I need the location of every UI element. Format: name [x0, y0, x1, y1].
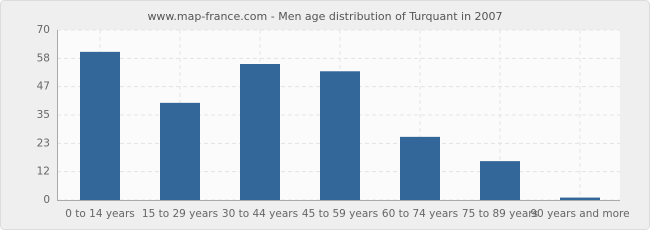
- y-tick-label: 58: [37, 52, 50, 64]
- chart: www.map-france.com - Men age distributio…: [0, 0, 650, 230]
- y-tick-label: 0: [43, 194, 50, 206]
- bar: [80, 51, 120, 200]
- y-tick-label: 35: [37, 109, 50, 121]
- x-tick-label: 90 years and more: [530, 208, 629, 220]
- x-tick-label: 60 to 74 years: [382, 208, 458, 220]
- x-tick-label: 30 to 44 years: [222, 208, 298, 220]
- bar: [320, 71, 360, 201]
- y-tick-label: 23: [37, 137, 50, 149]
- y-tick-label: 12: [37, 166, 50, 178]
- bar: [400, 136, 440, 200]
- bar: [560, 197, 600, 200]
- bar: [240, 64, 280, 200]
- x-tick-label: 15 to 29 years: [142, 208, 218, 220]
- x-tick-label: 0 to 14 years: [65, 208, 135, 220]
- x-tick-label: 75 to 89 years: [462, 208, 538, 220]
- bar: [160, 102, 200, 200]
- x-tick-label: 45 to 59 years: [302, 208, 378, 220]
- bar: [480, 161, 520, 200]
- y-tick-label: 47: [37, 81, 50, 93]
- y-tick-label: 70: [37, 24, 50, 36]
- chart-title: www.map-france.com - Men age distributio…: [147, 10, 502, 23]
